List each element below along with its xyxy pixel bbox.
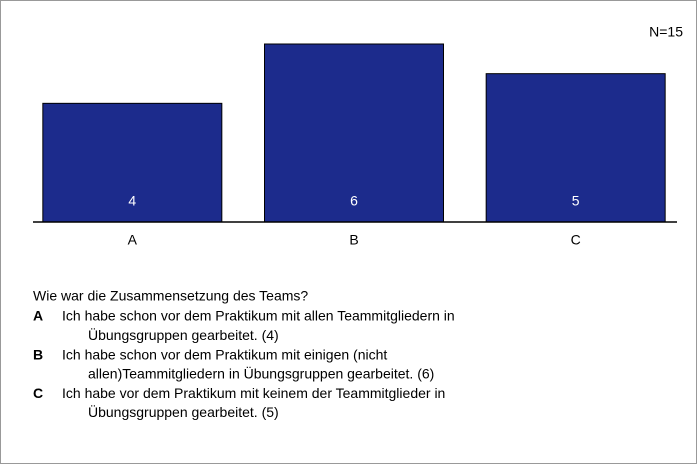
- x-tick-label: C: [571, 232, 581, 248]
- legend-text: Ich habe schon vor dem Praktikum mit ein…: [62, 346, 387, 362]
- legend-text: Übungsgruppen gearbeitet. (4): [88, 326, 279, 343]
- legend-letter: A: [33, 308, 43, 324]
- annotation: N=15: [649, 24, 683, 40]
- value-label: 5: [572, 193, 580, 209]
- x-tick-label: A: [128, 232, 138, 248]
- bar: [42, 102, 223, 223]
- bar: [485, 73, 666, 223]
- x-tick-label: B: [349, 232, 358, 248]
- bar: [264, 43, 444, 223]
- legend-letter: C: [33, 385, 43, 401]
- legend-text: allen)Teammitgliedern in Übungsgruppen g…: [88, 365, 434, 382]
- legend-text: Ich habe vor dem Praktikum mit keinem de…: [62, 385, 445, 401]
- legend-text: Ich habe schon vor dem Praktikum mit all…: [62, 308, 455, 324]
- question: Wie war die Zusammensetzung des Teams?: [33, 288, 308, 304]
- legend-letter: B: [33, 346, 43, 362]
- value-label: 6: [350, 193, 358, 209]
- value-label: 4: [128, 193, 136, 209]
- legend-text: Übungsgruppen gearbeitet. (5): [88, 403, 279, 420]
